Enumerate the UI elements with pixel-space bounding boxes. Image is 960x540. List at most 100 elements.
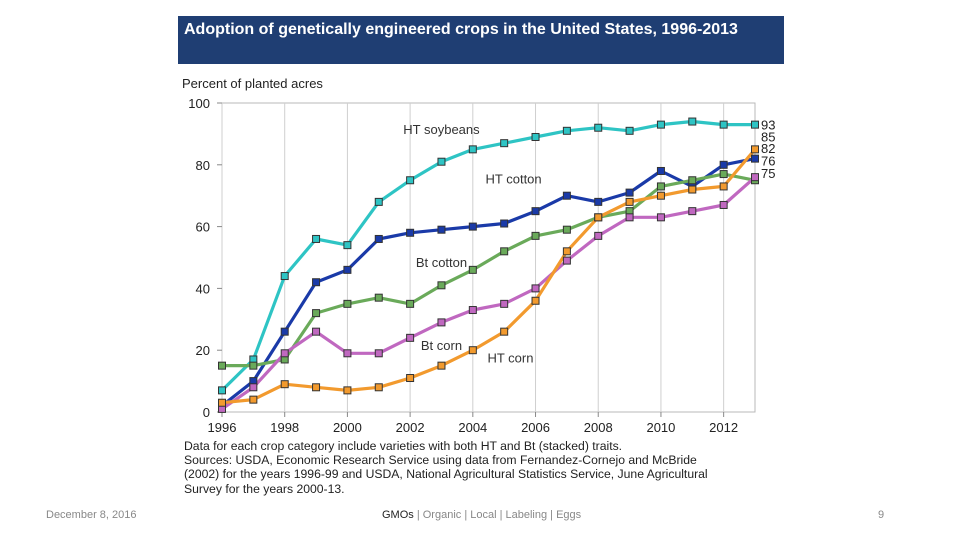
data-point (562, 225, 571, 234)
series-line (220, 172, 757, 368)
data-point (437, 225, 446, 234)
data-point (280, 272, 289, 281)
data-point (688, 207, 697, 216)
data-point (751, 154, 759, 163)
data-point (312, 327, 321, 336)
data-point (218, 361, 226, 370)
note-line: Survey for the years 2000-13. (184, 481, 345, 496)
y-tick-label: 100 (188, 96, 210, 111)
data-point (751, 173, 759, 182)
footer-topics: GMOs | Organic | Local | Labeling | Eggs (382, 509, 581, 521)
series-label: HT cotton (486, 171, 542, 186)
end-value-label: 82 (761, 141, 775, 156)
data-point (468, 306, 477, 315)
y-tick-label: 0 (203, 405, 210, 420)
x-tick-label: 2004 (458, 420, 487, 435)
data-point (500, 299, 509, 308)
data-point (625, 188, 634, 197)
x-tick-label: 2008 (584, 420, 613, 435)
chart-notes: Data for each crop category include vari… (184, 439, 778, 496)
series-label: Bt cotton (416, 255, 467, 270)
data-point (688, 185, 697, 194)
data-point (500, 327, 509, 336)
data-point (719, 120, 728, 129)
data-point (280, 327, 289, 336)
y-tick-label: 80 (196, 158, 210, 173)
data-point (406, 228, 415, 237)
data-point (249, 395, 258, 404)
data-point (374, 349, 383, 358)
note-line: Sources: USDA, Economic Research Service… (184, 453, 697, 468)
data-point (406, 374, 415, 383)
data-point (249, 383, 258, 392)
data-point (656, 182, 665, 191)
data-point (249, 361, 258, 370)
data-point (468, 265, 477, 274)
data-point (343, 241, 352, 250)
data-point (751, 145, 759, 154)
data-point (406, 333, 415, 342)
note-line: Data for each crop category include vari… (184, 439, 623, 453)
data-point (594, 197, 603, 206)
data-point (562, 191, 571, 200)
data-point (280, 380, 289, 389)
end-value-label: 76 (761, 153, 775, 168)
data-point (719, 170, 728, 179)
series-label: Bt corn (421, 338, 462, 353)
data-point (343, 349, 352, 358)
series-line (220, 156, 757, 408)
data-point (280, 349, 289, 358)
data-point (531, 132, 540, 141)
x-tick-label: 2002 (396, 420, 425, 435)
data-point (656, 191, 665, 200)
data-point (594, 123, 603, 132)
note-line: (2002) for the years 1996-99 and USDA, N… (184, 467, 708, 482)
data-point (562, 126, 571, 135)
data-point (312, 234, 321, 243)
data-point (594, 231, 603, 240)
data-point (437, 318, 446, 327)
footer-topic-first: GMOs (382, 509, 414, 521)
data-point (312, 383, 321, 392)
data-point (406, 176, 415, 185)
end-value-label: 93 (761, 118, 775, 133)
data-point (751, 120, 759, 129)
chart-plot: Percent of planted acres 0 20 40 60 80 100 1996… (182, 76, 775, 435)
data-point (625, 197, 634, 206)
data-point (625, 126, 634, 135)
data-point (343, 265, 352, 274)
data-point (562, 256, 571, 265)
data-point (625, 213, 634, 222)
data-point (688, 117, 697, 126)
data-point (719, 160, 728, 169)
data-point (468, 222, 477, 231)
data-point (437, 157, 446, 166)
x-tick-label: 2012 (709, 420, 738, 435)
data-point (468, 145, 477, 154)
data-point (437, 361, 446, 370)
series-label: HT soybeans (403, 122, 480, 137)
y-tick-label: 60 (196, 220, 210, 235)
chart-figure: Adoption of genetically engineered crops… (178, 16, 784, 498)
x-tick-label: 2000 (333, 420, 362, 435)
data-point (374, 383, 383, 392)
end-value-label: 75 (761, 166, 775, 181)
data-point (500, 139, 509, 148)
data-point (719, 200, 728, 209)
data-point (531, 207, 540, 216)
y-axis-label: Percent of planted acres (182, 76, 323, 91)
series-line (220, 175, 757, 411)
series-label: HT corn (487, 351, 533, 366)
page-number: 9 (878, 509, 885, 521)
data-point (374, 197, 383, 206)
footer-topic-rest: | Organic | Local | Labeling | Eggs (413, 509, 582, 521)
data-point (468, 346, 477, 355)
data-point (531, 296, 540, 305)
data-point (562, 247, 571, 256)
x-tick-label: 1996 (208, 420, 237, 435)
data-point (437, 281, 446, 290)
series-line (220, 119, 757, 392)
data-point (531, 284, 540, 293)
data-point (688, 176, 697, 185)
y-tick-label: 40 (196, 281, 210, 296)
